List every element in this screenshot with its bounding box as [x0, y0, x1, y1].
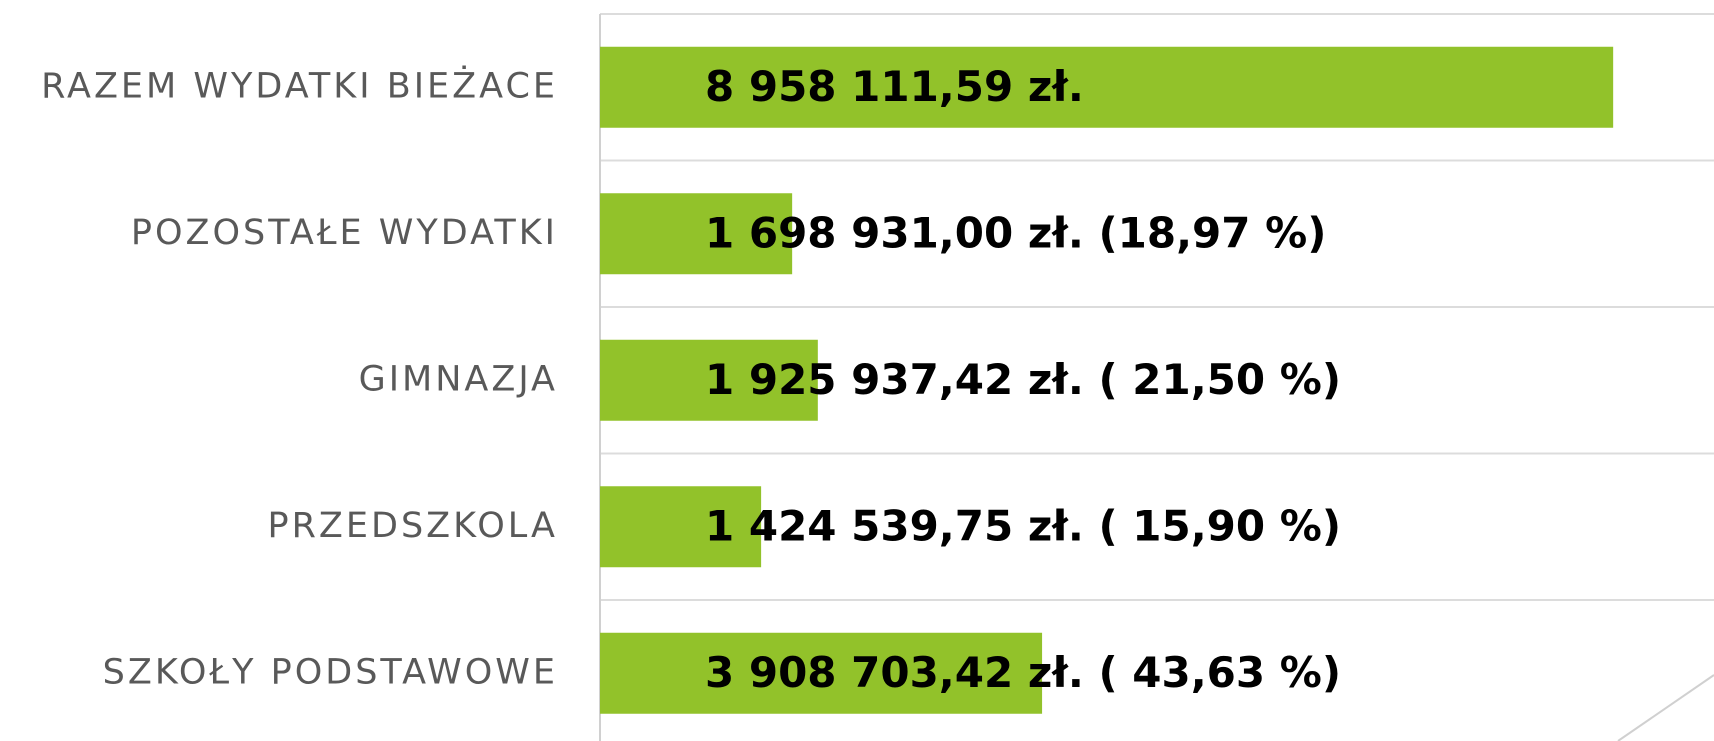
category-label: GIMNAZJA: [359, 359, 558, 399]
bar: [600, 46, 1614, 128]
bar: [600, 193, 793, 275]
category-label: PRZEDSZKOLA: [268, 506, 559, 546]
value-label: 8 958 111,59 zł.: [705, 62, 1084, 111]
decoration-line: [1617, 674, 1714, 741]
bar: [600, 632, 1043, 714]
value-label: 1 698 931,00 zł. (18,97 %): [705, 208, 1326, 257]
category-label: RAZEM WYDATKI BIEŻACE: [41, 64, 558, 106]
bar: [600, 339, 818, 421]
value-label: 3 908 703,42 zł. ( 43,63 %): [705, 648, 1341, 697]
value-label: 1 424 539,75 zł. ( 15,90 %): [705, 501, 1341, 550]
value-label: 1 925 937,42 zł. ( 21,50 %): [705, 355, 1341, 404]
category-label: SZKOŁY PODSTAWOWE: [103, 652, 558, 692]
category-label: POZOSTAŁE WYDATKI: [131, 213, 558, 253]
bar: [600, 486, 762, 568]
